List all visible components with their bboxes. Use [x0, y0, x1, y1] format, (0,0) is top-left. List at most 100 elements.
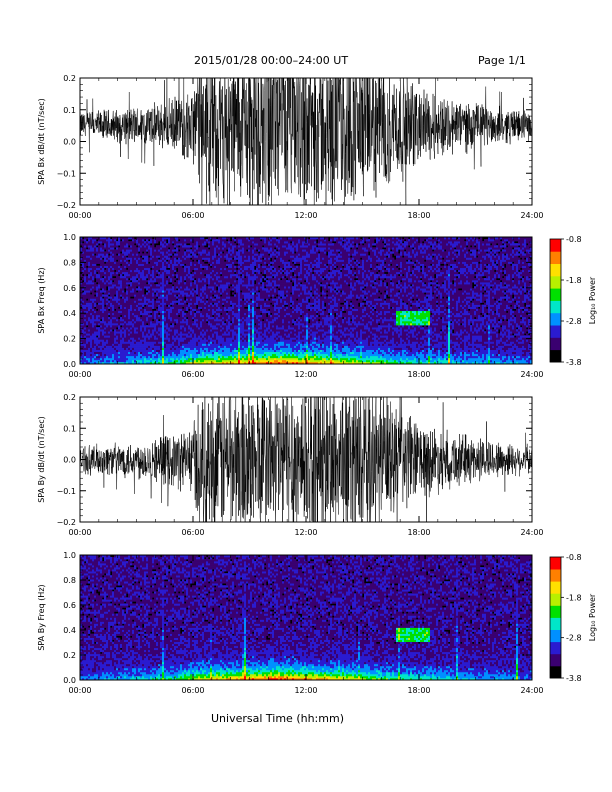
spectrogram-cell — [162, 314, 165, 318]
spectrogram-cell — [150, 361, 153, 365]
spectrogram-cell — [88, 318, 91, 322]
spectrogram-cell — [166, 333, 169, 336]
spectrogram-cell — [152, 335, 155, 338]
spectrogram-cell — [158, 349, 161, 353]
spectrogram-cell — [136, 329, 139, 332]
spectrogram-cell — [188, 329, 191, 332]
spectrogram-cell — [210, 257, 213, 260]
spectrogram-cell — [226, 343, 229, 346]
spectrogram-cell — [148, 308, 151, 312]
spectrogram-cell — [164, 343, 167, 346]
spectrogram-cell — [104, 351, 107, 355]
spectrogram-cell — [106, 304, 109, 307]
spectrogram-cell — [222, 296, 225, 299]
spectrogram-cell — [182, 325, 185, 328]
spectrogram-cell — [106, 359, 109, 363]
spectrogram-cell — [112, 253, 115, 256]
spectrogram-cell — [162, 339, 165, 342]
spectrogram-cell — [228, 341, 231, 344]
spectrogram-cell — [88, 355, 91, 359]
spectrogram-cell — [206, 355, 209, 359]
spectrogram-cell — [184, 306, 187, 309]
spectrogram-cell — [164, 288, 167, 291]
spectrogram-cell — [122, 308, 125, 312]
spectrogram-cell — [94, 269, 97, 273]
spectrogram-cell — [100, 347, 103, 350]
spectrogram-cell — [172, 237, 175, 240]
spectrogram-cell — [192, 345, 195, 348]
spectrogram-cell — [166, 257, 169, 260]
spectrogram-cell — [186, 304, 189, 307]
spectrogram-cell — [226, 294, 229, 297]
spectrogram-cell — [166, 308, 169, 312]
spectrogram-cell — [88, 259, 91, 262]
spectrogram-cell — [174, 255, 177, 258]
spectrogram-cell — [226, 318, 229, 322]
spectrogram-cell — [160, 316, 163, 320]
spectrogram-cell — [170, 269, 173, 273]
spectrogram-cell — [144, 284, 147, 287]
spectrogram-cell — [222, 292, 225, 295]
spectrogram-cell — [212, 245, 215, 248]
spectrogram-cell — [220, 257, 223, 260]
spectrogram-cell — [144, 282, 147, 285]
spectrogram-cell — [102, 261, 105, 264]
spectrogram-cell — [140, 361, 143, 365]
spectrogram-cell — [134, 325, 137, 328]
spectrogram-cell — [206, 277, 209, 281]
spectrogram-cell — [242, 255, 245, 258]
spectrogram-cell — [222, 249, 225, 252]
spectrogram-cell — [134, 253, 137, 256]
spectrogram-cell — [156, 255, 159, 258]
spectrogram-cell — [94, 259, 97, 262]
spectrogram-cell — [152, 286, 155, 289]
spectrogram-cell — [82, 316, 85, 320]
spectrogram-cell — [94, 296, 97, 299]
spectrogram-cell — [216, 314, 219, 318]
spectrogram-cell — [96, 300, 99, 303]
spectrogram-cell — [146, 335, 149, 338]
spectrogram-cell — [132, 251, 135, 254]
spectrogram-cell — [120, 341, 123, 344]
spectrogram-cell — [190, 355, 193, 359]
spectrogram-cell — [112, 294, 115, 297]
spectrogram-cell — [86, 345, 89, 348]
spectrogram-cell — [202, 269, 205, 273]
spectrogram-cell — [104, 329, 107, 332]
spectrogram-cell — [166, 353, 169, 357]
spectrogram-cell — [140, 343, 143, 346]
spectrogram-cell — [160, 306, 163, 309]
spectrogram-cell — [164, 263, 167, 266]
spectrogram-cell — [210, 261, 213, 264]
spectrogram-cell — [232, 261, 235, 264]
spectrogram-cell — [126, 290, 129, 293]
spectrogram-cell — [198, 243, 201, 246]
spectrogram-cell — [166, 331, 169, 334]
spectrogram-cell — [108, 249, 111, 252]
spectrogram-cell — [234, 341, 237, 344]
spectrogram-cell — [124, 245, 127, 248]
spectrogram-cell — [84, 273, 87, 277]
spectrogram-cell — [114, 359, 117, 363]
spectrogram-cell — [218, 316, 221, 320]
spectrogram-cell — [108, 280, 111, 283]
spectrogram-cell — [200, 243, 203, 246]
spectrogram-cell — [194, 304, 197, 307]
spectrogram-cell — [94, 265, 97, 269]
spectrogram-cell — [96, 327, 99, 330]
spectrogram-cell — [146, 298, 149, 301]
spectrogram-cell — [126, 304, 129, 307]
spectrogram-cell — [202, 327, 205, 330]
spectrogram-cell — [190, 263, 193, 266]
spectrogram-cell — [92, 318, 95, 322]
spectrogram-cell — [226, 320, 229, 324]
spectrogram-cell — [176, 345, 179, 348]
spectrogram-cell — [126, 349, 129, 353]
spectrogram-cell — [194, 327, 197, 330]
spectrogram-cell — [140, 275, 143, 279]
spectrogram-cell — [116, 335, 119, 338]
spectrogram-cell — [138, 298, 141, 301]
spectrogram-cell — [190, 298, 193, 301]
spectrogram-cell — [92, 353, 95, 357]
spectrogram-cell — [112, 320, 115, 324]
